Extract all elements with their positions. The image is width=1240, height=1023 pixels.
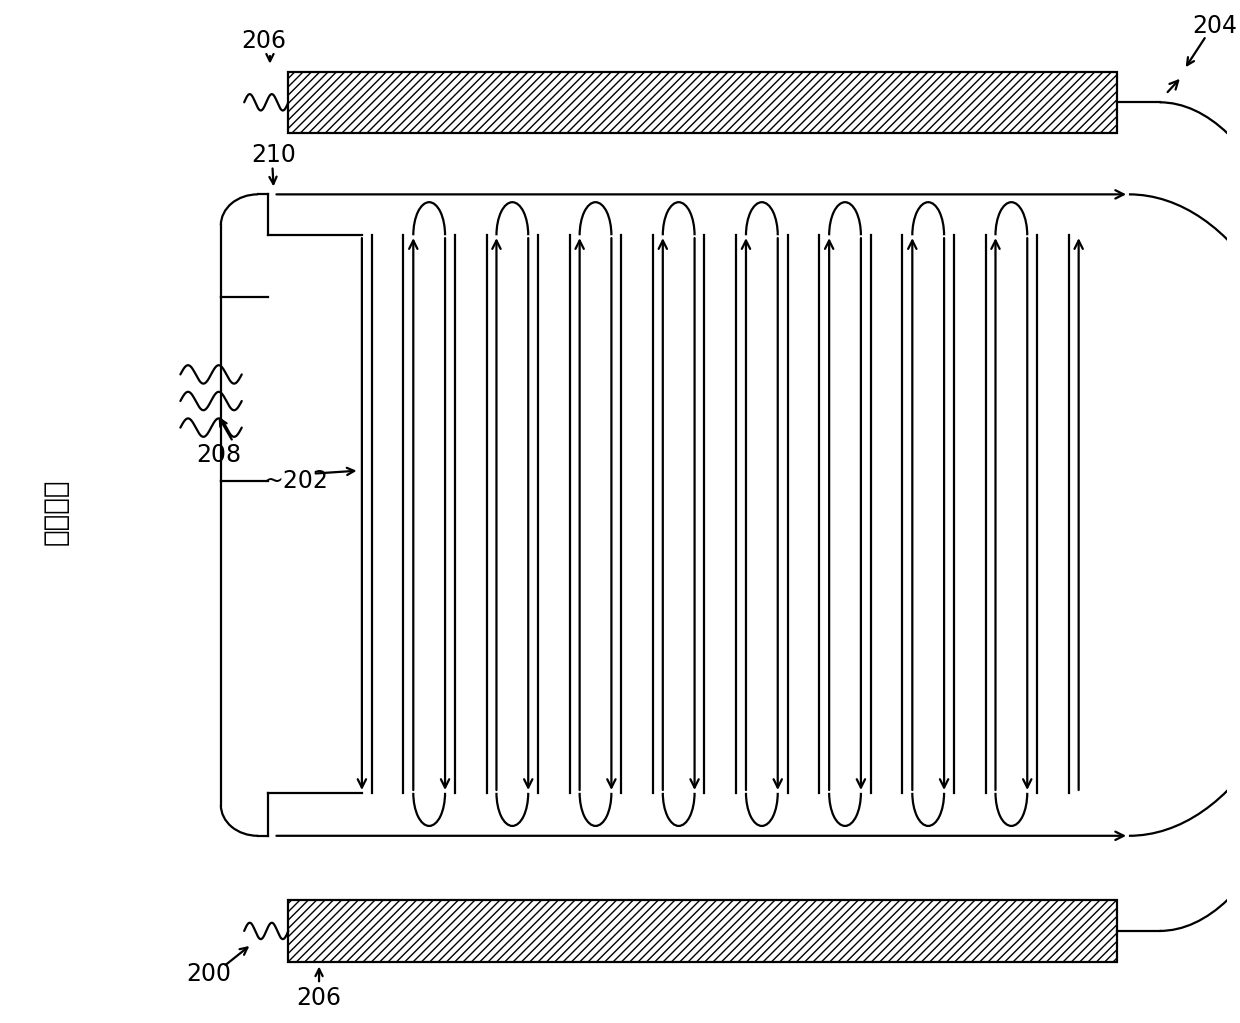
Bar — [289, 72, 1117, 133]
Text: ~202: ~202 — [264, 469, 329, 493]
Text: 206: 206 — [242, 29, 286, 53]
Bar — [289, 900, 1117, 962]
Text: 200: 200 — [186, 962, 231, 986]
Text: 206: 206 — [296, 986, 341, 1011]
Text: 210: 210 — [252, 143, 296, 168]
Text: 204: 204 — [1193, 13, 1238, 38]
Text: 208: 208 — [196, 443, 242, 468]
Text: 气体流动: 气体流动 — [41, 478, 69, 545]
